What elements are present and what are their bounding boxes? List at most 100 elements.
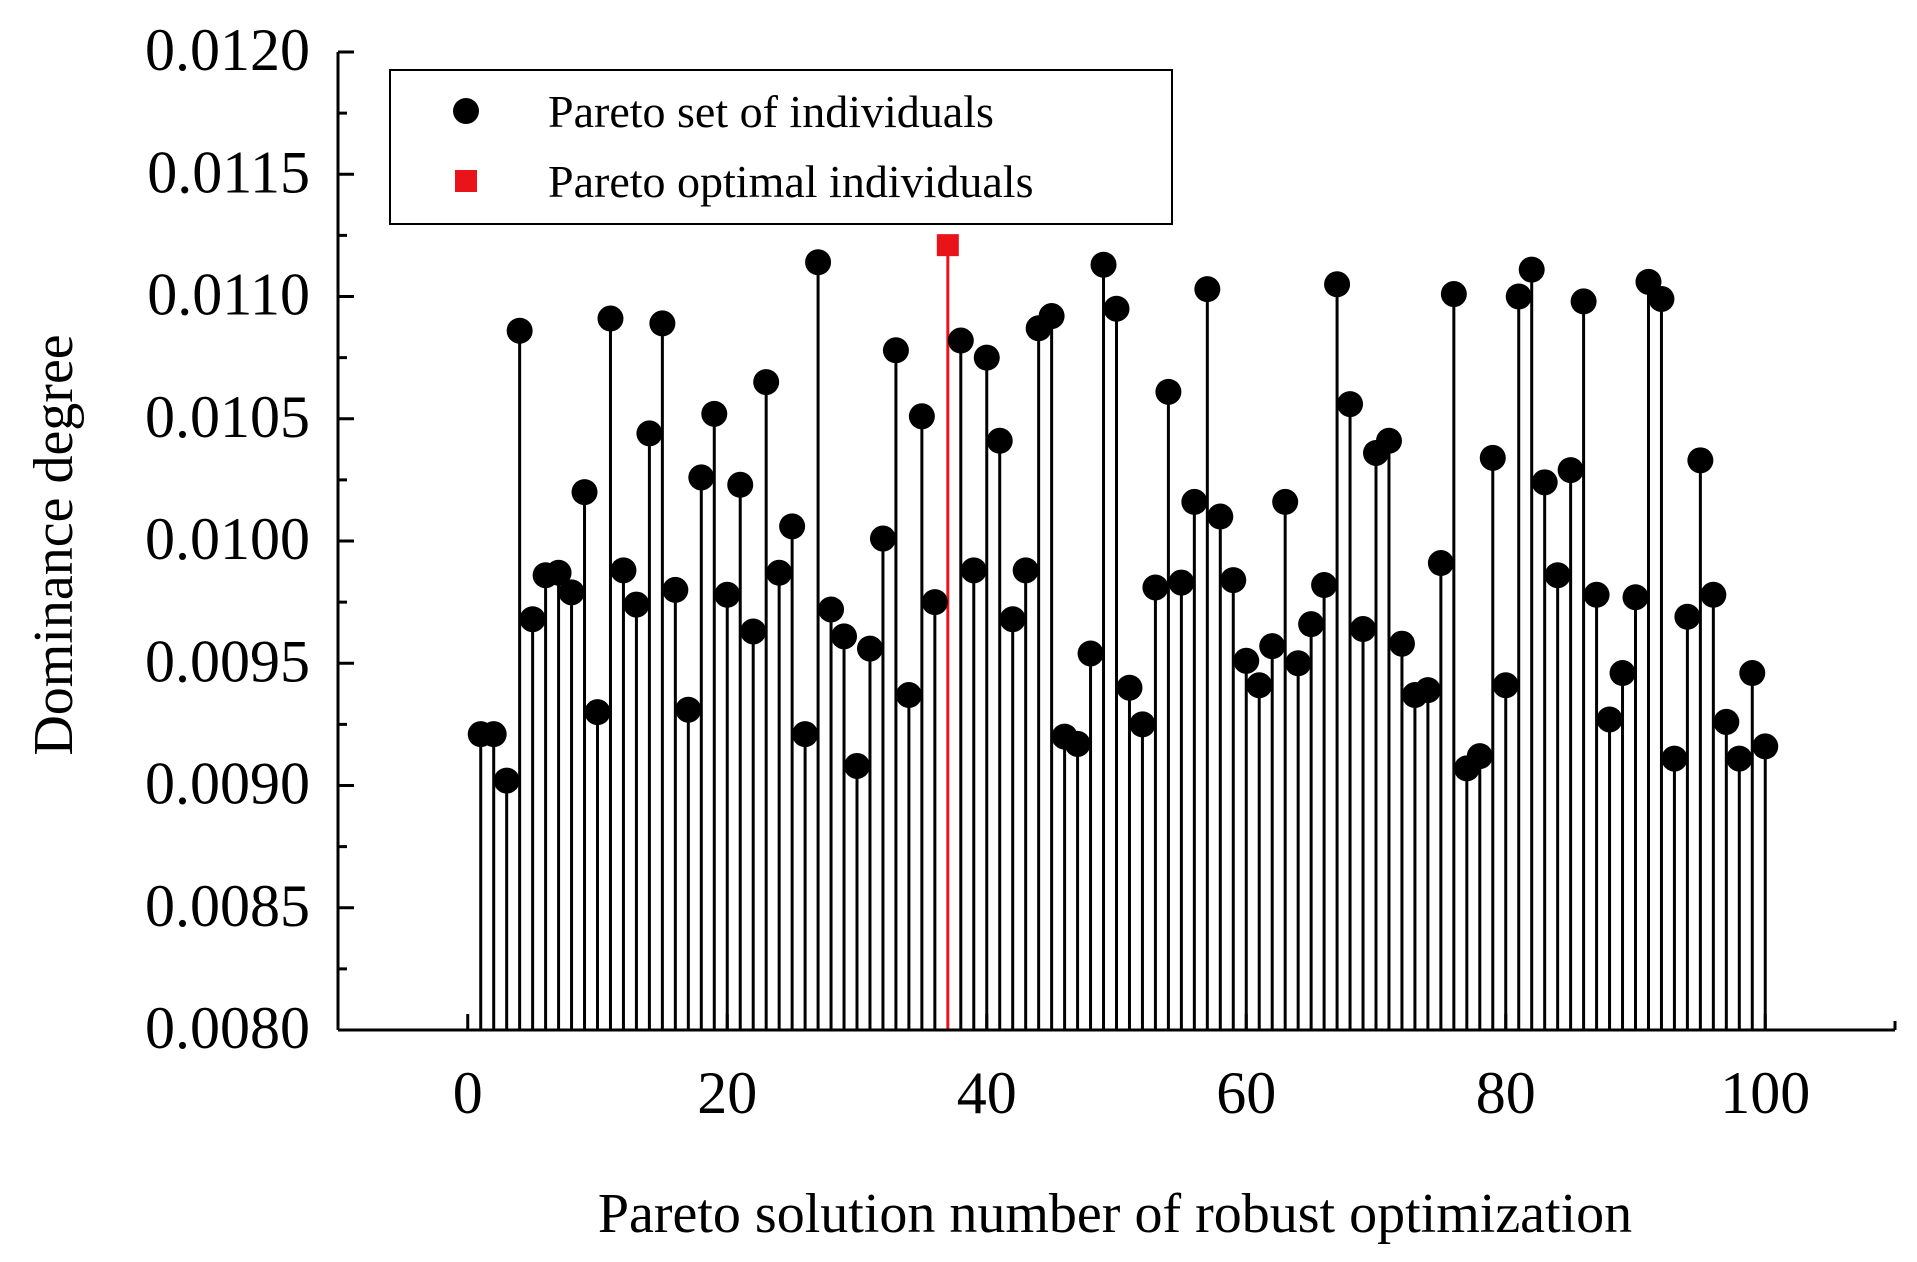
stems-layer bbox=[479, 245, 1767, 1030]
pareto-point bbox=[1440, 281, 1467, 308]
pareto-point bbox=[1583, 581, 1610, 608]
pareto-point bbox=[1739, 660, 1766, 687]
x-tick-label: 60 bbox=[1216, 1060, 1276, 1126]
pareto-point bbox=[1713, 708, 1740, 735]
pareto-point bbox=[1518, 256, 1545, 283]
pareto-point bbox=[973, 344, 1000, 371]
legend-marker-pareto-set bbox=[453, 98, 479, 124]
x-tick-label: 20 bbox=[697, 1060, 757, 1126]
pareto-point bbox=[1479, 444, 1506, 471]
pareto-point bbox=[844, 752, 870, 779]
pareto-point bbox=[1337, 391, 1364, 418]
pareto-point bbox=[869, 525, 896, 552]
pareto-point bbox=[753, 369, 780, 396]
y-tick-label: 0.0110 bbox=[147, 262, 310, 328]
legend-marker-pareto-optimal bbox=[455, 170, 477, 192]
pareto-point bbox=[1038, 303, 1065, 330]
pareto-point bbox=[688, 464, 715, 491]
pareto-point bbox=[779, 513, 806, 540]
pareto-point bbox=[1700, 581, 1727, 608]
pareto-point bbox=[766, 559, 793, 586]
pareto-point bbox=[1233, 647, 1260, 674]
y-tick-label: 0.0085 bbox=[145, 873, 310, 939]
legend: Pareto set of individuals Pareto optimal… bbox=[389, 69, 1173, 225]
y-tick-label: 0.0100 bbox=[145, 506, 310, 572]
pareto-point bbox=[1648, 285, 1675, 312]
pareto-point bbox=[1375, 427, 1402, 454]
pareto-point bbox=[1324, 271, 1351, 298]
pareto-point bbox=[480, 721, 507, 748]
pareto-point bbox=[960, 557, 987, 584]
pareto-point bbox=[1311, 572, 1338, 599]
markers-layer bbox=[467, 234, 1779, 794]
pareto-point bbox=[1752, 733, 1779, 760]
pareto-point bbox=[818, 596, 845, 623]
x-tick-label: 80 bbox=[1476, 1060, 1536, 1126]
pareto-point bbox=[908, 403, 935, 430]
pareto-point bbox=[1687, 447, 1714, 474]
pareto-point bbox=[1414, 677, 1441, 704]
pareto-point bbox=[1272, 488, 1299, 515]
legend-label-pareto-optimal: Pareto optimal individuals bbox=[548, 156, 1034, 207]
pareto-point bbox=[1155, 378, 1182, 405]
pareto-point bbox=[740, 618, 767, 645]
x-tick-label: 0 bbox=[453, 1060, 483, 1126]
ticks-layer: 0.0080 0.0085 0.0090 0.0095 0.0100 0.0105 0.01… bbox=[145, 17, 1897, 1126]
pareto-point bbox=[1492, 672, 1519, 699]
y-tick-label: 0.0120 bbox=[145, 17, 310, 83]
pareto-point bbox=[1622, 584, 1649, 611]
pareto-point bbox=[649, 310, 676, 337]
pareto-point bbox=[571, 479, 598, 506]
pareto-point bbox=[831, 623, 858, 650]
pareto-point bbox=[558, 579, 585, 606]
legend-label-pareto-set: Pareto set of individuals bbox=[548, 86, 994, 137]
pareto-point bbox=[856, 635, 883, 662]
pareto-point bbox=[610, 557, 637, 584]
y-tick-label: 0.0105 bbox=[145, 384, 310, 450]
pareto-point bbox=[493, 767, 520, 794]
pareto-point bbox=[1168, 569, 1195, 596]
pareto-point bbox=[675, 696, 702, 723]
pareto-point bbox=[1388, 630, 1415, 657]
y-tick-label: 0.0080 bbox=[145, 995, 310, 1061]
pareto-point bbox=[895, 682, 922, 709]
y-axis-title: Dominance degree bbox=[23, 334, 85, 755]
pareto-point bbox=[1220, 567, 1247, 594]
pareto-point bbox=[1544, 562, 1571, 589]
pareto-point bbox=[1181, 488, 1208, 515]
pareto-point bbox=[921, 589, 948, 616]
pareto-point bbox=[1012, 557, 1039, 584]
pareto-point bbox=[1259, 633, 1286, 660]
y-tick-label: 0.0095 bbox=[145, 628, 310, 694]
x-tick-label: 40 bbox=[957, 1060, 1017, 1126]
legend-box bbox=[389, 69, 1173, 225]
pareto-point bbox=[1285, 650, 1312, 677]
y-tick-label: 0.0115 bbox=[147, 139, 310, 205]
pareto-point bbox=[1246, 672, 1273, 699]
x-axis-title: Pareto solution number of robust optimiz… bbox=[598, 1183, 1632, 1245]
pareto-point bbox=[701, 400, 728, 427]
pareto-point bbox=[636, 420, 663, 447]
pareto-point bbox=[1531, 469, 1558, 496]
pareto-point bbox=[1674, 603, 1701, 630]
pareto-point bbox=[662, 576, 689, 603]
y-tick-label: 0.0090 bbox=[145, 751, 310, 817]
pareto-point bbox=[805, 249, 832, 276]
pareto-point bbox=[1661, 745, 1688, 772]
pareto-point bbox=[584, 699, 611, 726]
pareto-point bbox=[792, 721, 819, 748]
pareto-point bbox=[1350, 616, 1377, 643]
pareto-point bbox=[986, 427, 1013, 454]
pareto-point bbox=[1207, 503, 1234, 530]
pareto-point bbox=[1726, 745, 1753, 772]
optimal-point bbox=[936, 234, 959, 257]
pareto-point bbox=[623, 591, 650, 618]
pareto-point bbox=[1505, 283, 1532, 310]
pareto-point bbox=[1427, 550, 1454, 577]
pareto-point bbox=[1466, 743, 1493, 770]
pareto-point bbox=[1570, 288, 1597, 315]
pareto-point bbox=[1129, 711, 1156, 738]
pareto-point bbox=[1609, 660, 1636, 687]
